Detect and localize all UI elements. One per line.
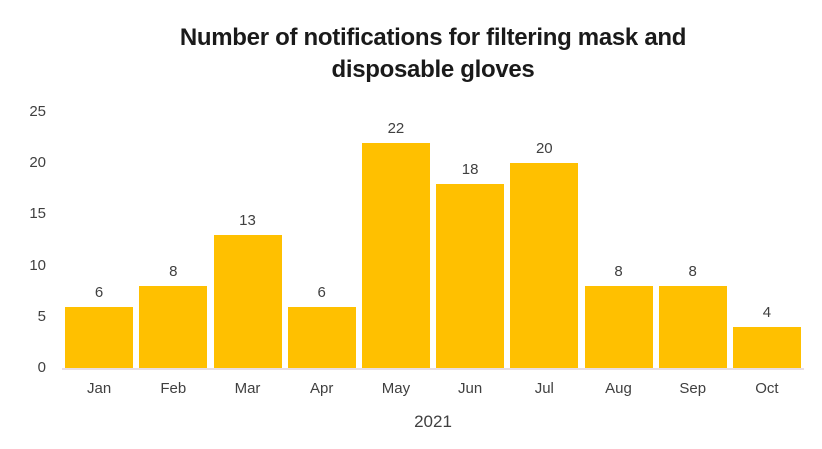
bar — [732, 327, 801, 368]
bar-value-label: 13 — [239, 212, 256, 229]
x-axis-tick-label: Aug — [605, 380, 632, 397]
x-axis-tick-label: Oct — [755, 380, 779, 397]
bar — [584, 286, 653, 368]
bar — [139, 286, 208, 368]
bar-slot-mar: 13 — [210, 112, 284, 368]
y-axis-tick-label: 0 — [37, 359, 46, 376]
bar — [361, 143, 430, 368]
x-axis-tick-label: Jul — [534, 380, 554, 397]
x-axis-tick-label: Mar — [234, 380, 261, 397]
x-axis-tick-label: Feb — [160, 380, 187, 397]
bar-value-label: 22 — [387, 120, 405, 137]
bar-value-label: 6 — [317, 284, 326, 301]
bar-value-label: 20 — [535, 140, 553, 157]
bar — [510, 163, 579, 368]
plot-area: 6 8 13 6 22 18 20 8 8 4 — [62, 112, 804, 370]
bar-value-label: 8 — [688, 263, 697, 280]
y-axis-tick-label: 25 — [29, 103, 46, 120]
x-axis-title: 2021 — [414, 412, 452, 431]
bar-slot-feb: 8 — [136, 112, 210, 368]
bar-value-label: 8 — [169, 263, 178, 280]
chart-title: Number of notifications for filtering ma… — [62, 22, 804, 86]
chart-title-line-2: disposable gloves — [331, 56, 535, 83]
bar-slot-aug: 8 — [581, 112, 655, 368]
bar — [213, 235, 282, 368]
bar-slot-apr: 6 — [285, 112, 359, 368]
bar — [65, 307, 134, 368]
bar-value-label: 8 — [614, 263, 623, 280]
bar-value-label: 4 — [762, 304, 772, 321]
y-axis-tick-label: 15 — [29, 205, 46, 222]
x-axis-tick-label: May — [381, 380, 411, 397]
y-axis-tick-label: 20 — [29, 154, 46, 171]
bar-slot-oct: 4 — [730, 112, 804, 368]
y-axis-tick-label: 5 — [37, 308, 46, 325]
bar-value-label: 6 — [94, 284, 104, 301]
bar-slot-sep: 8 — [656, 112, 730, 368]
x-axis-tick-label: Apr — [310, 380, 334, 397]
x-axis-tick-label: Jan — [87, 380, 112, 397]
bar — [287, 307, 356, 368]
y-axis-tick-label: 10 — [29, 257, 46, 274]
x-axis-tick-label: Sep — [679, 380, 707, 397]
x-axis: Jan Feb Mar Apr May Jun Jul Aug Sep Oct — [62, 380, 804, 398]
chart-title-line-1: Number of notifications for filtering ma… — [179, 24, 687, 51]
bar — [658, 286, 727, 368]
bar-slot-jun: 18 — [433, 112, 507, 368]
x-axis-tick-label: Jun — [458, 380, 483, 397]
bar — [436, 184, 505, 368]
bar-slot-may: 22 — [359, 112, 433, 368]
bar-slot-jul: 20 — [507, 112, 581, 368]
bar-value-label: 18 — [461, 161, 479, 178]
bar-slot-jan: 6 — [62, 112, 136, 368]
